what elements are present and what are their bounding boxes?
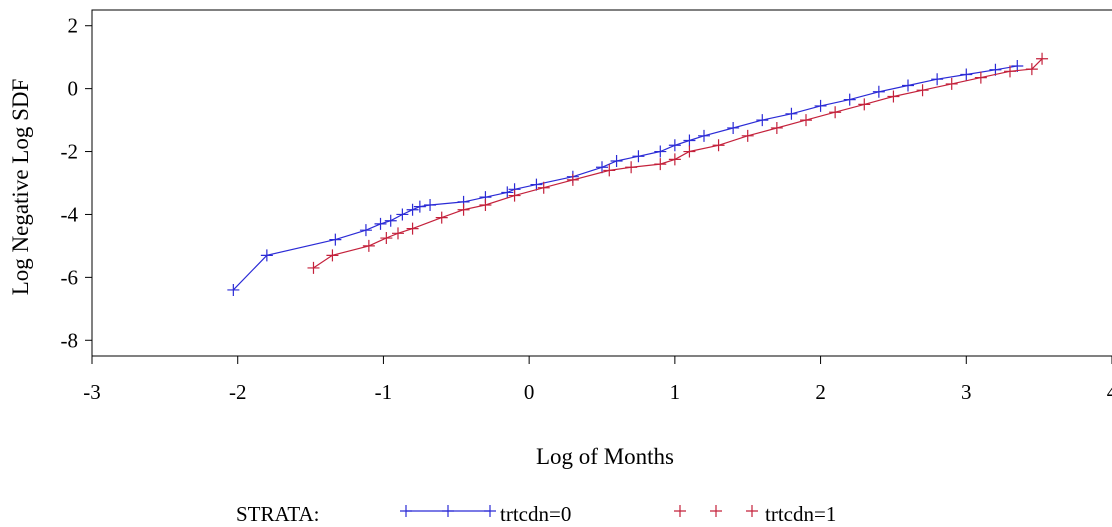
data-point <box>843 93 856 106</box>
legend: STRATA: trtcdn=0 trtcdn=1 <box>236 502 836 526</box>
data-point <box>741 129 754 142</box>
series-layer <box>227 52 1049 296</box>
data-point <box>960 68 973 81</box>
data-point <box>307 261 320 274</box>
data-point <box>406 203 419 216</box>
data-point <box>945 77 958 90</box>
legend-item: trtcdn=0 <box>400 502 571 526</box>
data-point <box>668 153 681 166</box>
data-point <box>727 121 740 134</box>
data-point <box>457 203 470 216</box>
data-point <box>756 114 769 127</box>
data-point <box>384 214 397 227</box>
data-point <box>501 186 514 199</box>
y-tick-label: -4 <box>61 202 79 226</box>
x-tick-label: -1 <box>375 380 393 404</box>
data-point <box>380 232 393 245</box>
series-trtcdn-0 <box>227 59 1024 296</box>
legend-marker <box>674 505 686 517</box>
data-point <box>785 107 798 120</box>
data-point <box>424 199 437 212</box>
data-point <box>829 106 842 119</box>
x-tick-label: -2 <box>229 380 247 404</box>
y-tick-label: 2 <box>68 14 79 38</box>
x-axis-title: Log of Months <box>536 444 674 469</box>
data-point <box>566 173 579 186</box>
data-point <box>530 178 543 191</box>
data-point <box>508 189 521 202</box>
data-point <box>396 208 409 221</box>
x-tick-label: 3 <box>961 380 972 404</box>
data-point <box>770 121 783 134</box>
data-point <box>603 164 616 177</box>
data-point <box>683 134 696 147</box>
data-point <box>814 99 827 112</box>
data-point <box>683 145 696 158</box>
legend-label: trtcdn=1 <box>765 502 836 526</box>
legend-marker <box>710 505 722 517</box>
legend-label: trtcdn=0 <box>500 502 571 526</box>
plot-border <box>91 9 1112 356</box>
y-tick-label: -6 <box>61 265 79 289</box>
legend-marker <box>484 505 496 517</box>
data-point <box>326 249 339 262</box>
x-tick-label: 4 <box>1107 380 1112 404</box>
data-point <box>435 211 448 224</box>
y-axis-title: Log Negative Log SDF <box>8 79 33 296</box>
data-point <box>668 139 681 152</box>
data-point <box>374 217 387 230</box>
y-tick-label: 0 <box>68 77 79 101</box>
data-point <box>359 224 372 237</box>
data-point <box>392 227 404 240</box>
data-point <box>800 114 812 127</box>
data-point <box>610 154 623 167</box>
data-point <box>931 73 944 86</box>
data-point <box>974 71 987 84</box>
data-point <box>1025 63 1038 76</box>
data-point <box>329 233 342 246</box>
data-point <box>989 63 1002 76</box>
data-point <box>625 161 638 174</box>
y-tick-label: -2 <box>61 140 79 164</box>
data-point <box>858 98 871 111</box>
legend-marker <box>746 505 758 517</box>
legend-marker <box>442 505 454 517</box>
data-point <box>698 129 710 142</box>
series-line <box>232 65 1018 291</box>
data-point <box>227 283 240 296</box>
legend-marker <box>400 505 412 517</box>
data-point <box>537 181 550 194</box>
data-point <box>712 139 725 152</box>
data-point <box>887 90 900 103</box>
data-point <box>362 239 375 252</box>
y-axis: -8 -6 -4 -2 0 2 <box>61 10 93 356</box>
data-point <box>654 145 667 158</box>
data-point <box>596 161 608 174</box>
plot-frame <box>91 9 1112 356</box>
data-point <box>1036 52 1049 65</box>
data-point <box>406 222 419 235</box>
y-tick-label: -8 <box>61 328 79 352</box>
data-point <box>413 200 426 213</box>
series-trtcdn-1 <box>307 52 1049 274</box>
data-point <box>654 158 667 171</box>
x-tick-label: 0 <box>524 380 535 404</box>
data-point <box>916 84 929 97</box>
x-tick-label: 1 <box>670 380 681 404</box>
data-point <box>1004 65 1016 78</box>
data-point <box>872 85 885 98</box>
legend-title: STRATA: <box>236 502 320 526</box>
x-axis: -3 -2 -1 0 1 2 3 4 <box>83 355 1112 404</box>
data-point <box>479 199 492 212</box>
data-point <box>902 79 914 92</box>
data-point <box>260 249 273 262</box>
legend-item: trtcdn=1 <box>674 502 836 526</box>
data-point <box>632 150 645 163</box>
series-line <box>313 58 1043 269</box>
x-tick-label: 2 <box>815 380 826 404</box>
x-tick-label: -3 <box>83 380 101 404</box>
